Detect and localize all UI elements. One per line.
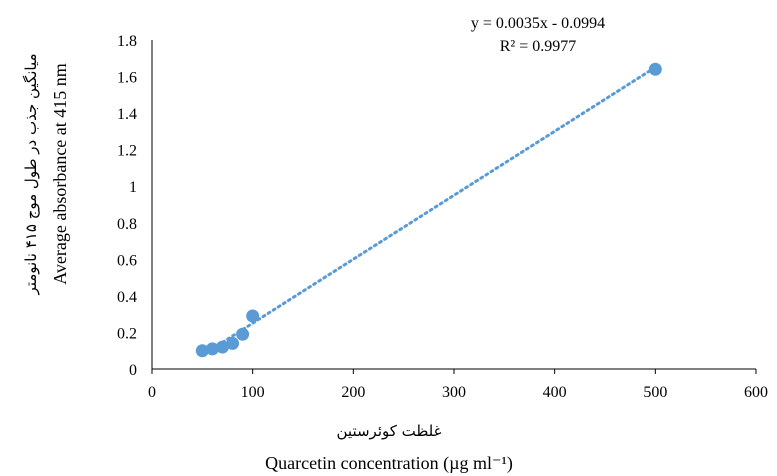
trendline-equation: y = 0.0035x - 0.0994	[471, 15, 605, 32]
y-axis-title-english: Average absorbance at 415 nm	[50, 63, 70, 285]
x-tick-label: 200	[341, 384, 365, 401]
y-tick-label: 1.2	[117, 143, 137, 160]
data-point	[236, 327, 250, 341]
y-tick-label: 0	[129, 362, 137, 379]
axes	[151, 40, 756, 370]
data-point	[195, 344, 209, 358]
data-point	[246, 309, 260, 323]
r-squared-label: R² = 0.9977	[500, 38, 577, 55]
data-point	[648, 62, 662, 76]
y-tick-label: 1	[129, 179, 137, 196]
x-tick-label: 0	[148, 384, 156, 401]
y-tick-label: 1.4	[117, 106, 137, 123]
x-tick-label: 400	[543, 384, 567, 401]
y-tick-label: 0.8	[117, 216, 137, 233]
data-points	[195, 62, 662, 358]
data-point	[205, 342, 219, 356]
y-axis-ticks: 0 0.2 0.4 0.6 0.8 1 1.2 1.4 1.6 1.8	[117, 33, 137, 379]
x-axis-title-english: Quarcetin concentration (µg ml⁻¹)	[265, 453, 513, 474]
data-point	[226, 336, 240, 350]
x-tick-label: 100	[241, 384, 265, 401]
y-tick-label: 1.8	[117, 33, 137, 50]
y-tick-label: 0.4	[117, 289, 137, 306]
x-tick-label: 500	[643, 384, 667, 401]
x-tick-label: 300	[442, 384, 466, 401]
trendline-group	[200, 65, 657, 357]
x-tick-label: 600	[744, 384, 768, 401]
y-tick-label: 1.6	[117, 70, 137, 87]
x-axis-title-persian: غلظت کوئرستین	[337, 422, 442, 440]
y-tick-label: 0.2	[117, 325, 137, 342]
data-point	[215, 340, 229, 354]
x-axis-ticks: 0 100 200 300 400 500 600	[148, 369, 768, 401]
y-tick-label: 0.6	[117, 252, 137, 269]
trendline	[200, 65, 657, 357]
y-axis-title-persian: میانگین جذب در طول موج ۴۱۵ نانومتر	[22, 53, 41, 295]
